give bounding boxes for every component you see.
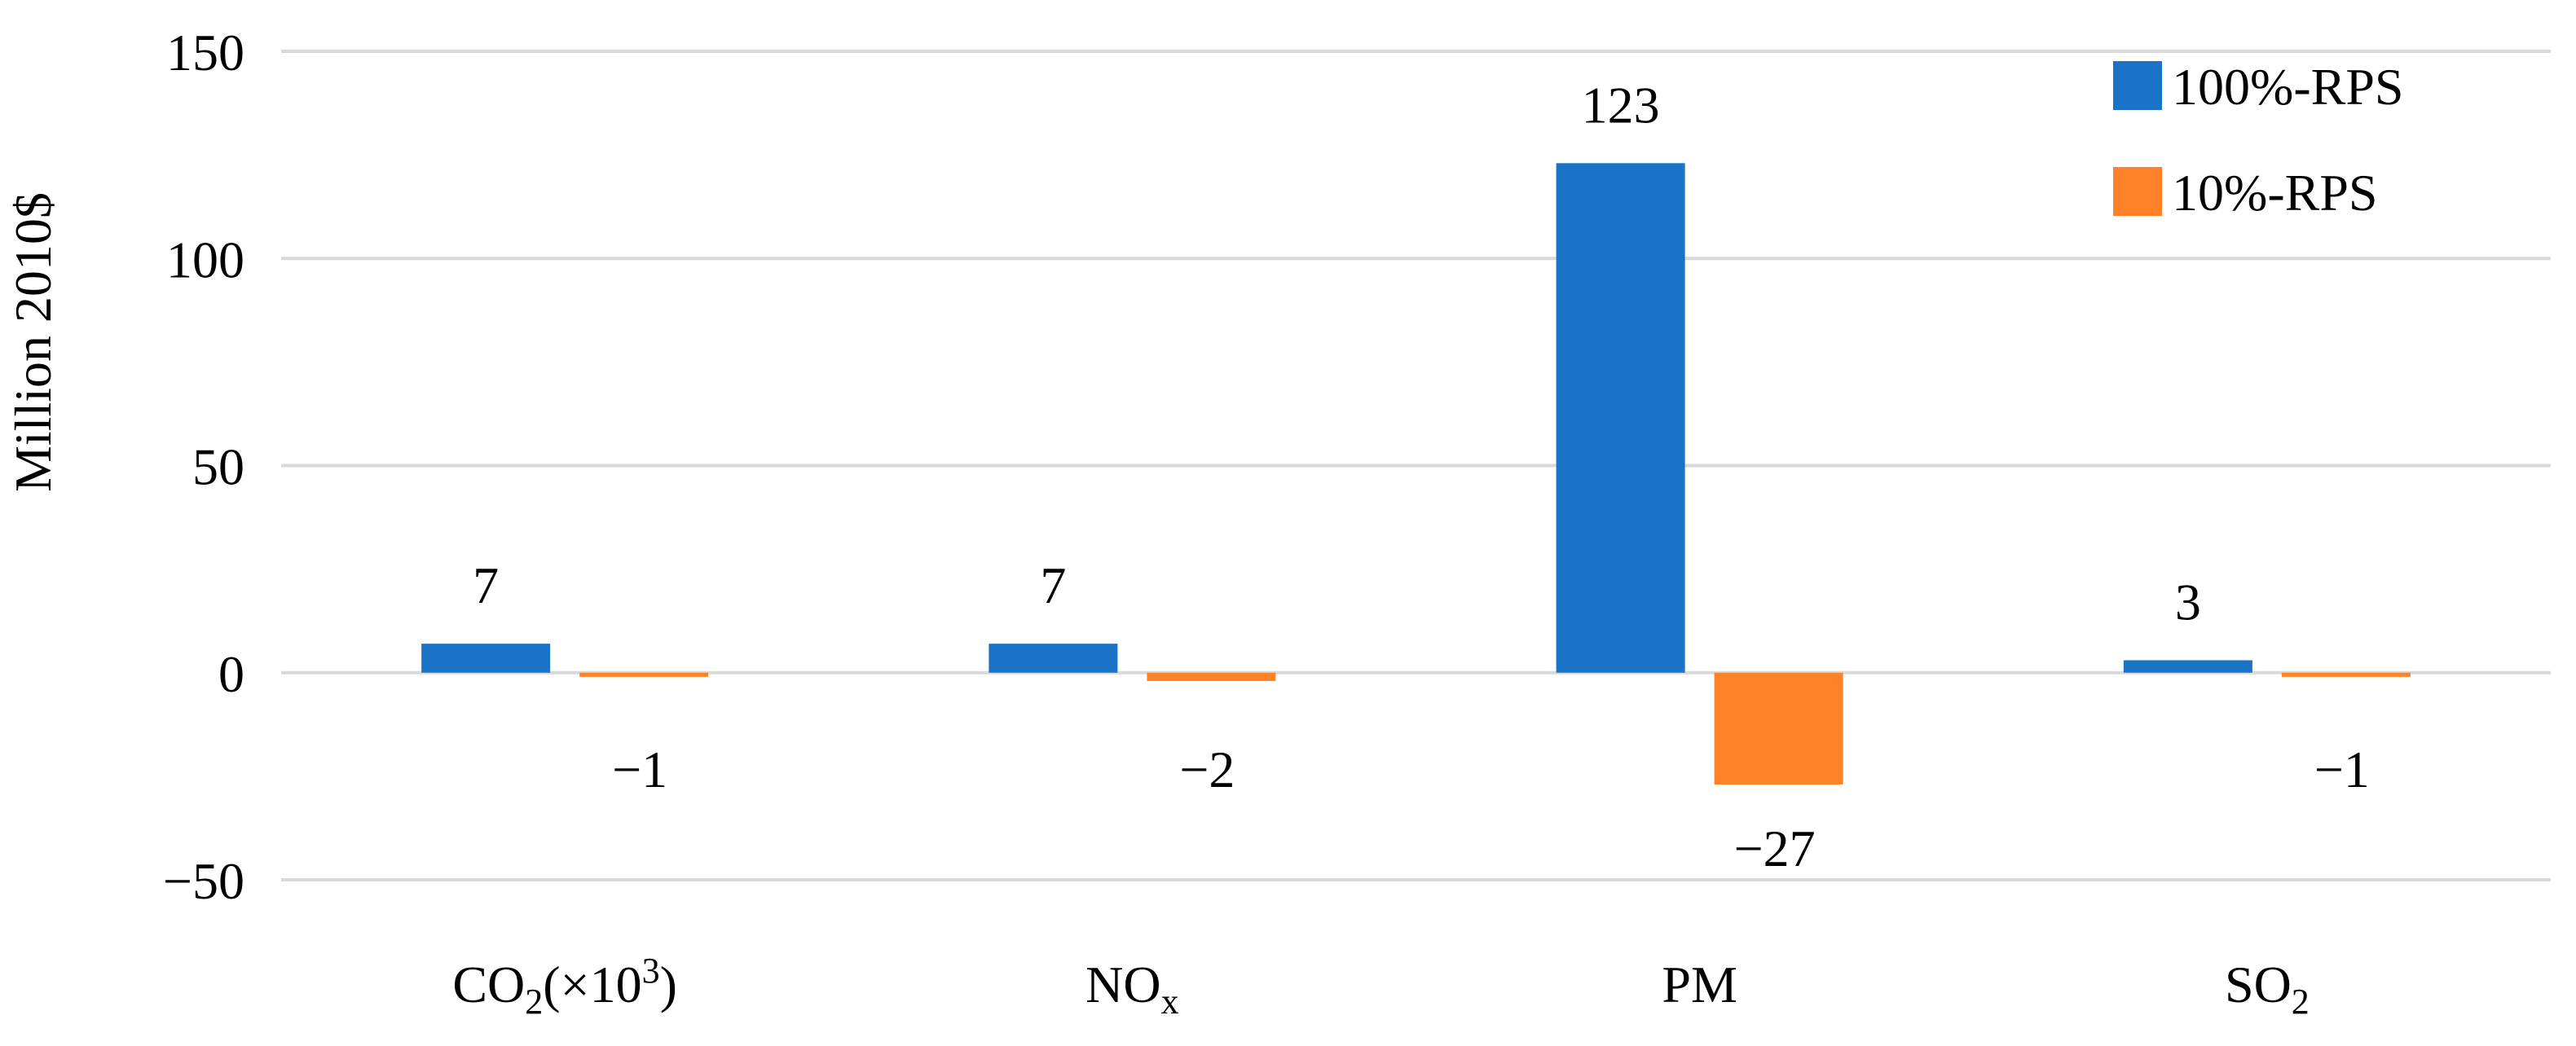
legend-label: 10%-RPS bbox=[2172, 164, 2378, 222]
x-category-label-part: x bbox=[1161, 982, 1179, 1022]
bar-rps10 bbox=[1714, 672, 1843, 785]
data-label: 123 bbox=[1582, 76, 1660, 134]
y-tick-label: 0 bbox=[218, 645, 244, 703]
data-label: 7 bbox=[473, 556, 499, 614]
x-category-label-part: CO bbox=[452, 956, 525, 1013]
y-tick-label: 50 bbox=[192, 438, 244, 496]
bar-rps100 bbox=[421, 644, 551, 673]
bar-rps10 bbox=[2281, 672, 2411, 677]
data-labels: 7 −1 7 −2 123 −27 3 −1 bbox=[473, 76, 2370, 877]
bar-rps10 bbox=[579, 672, 709, 677]
x-category-label-part: SO bbox=[2225, 956, 2292, 1013]
x-category-label: NOx bbox=[1085, 956, 1178, 1022]
data-label: −27 bbox=[1734, 820, 1816, 877]
x-category-label-part: ) bbox=[660, 956, 677, 1013]
data-label: 3 bbox=[2175, 573, 2201, 631]
data-label: −2 bbox=[1179, 741, 1235, 798]
legend-swatch bbox=[2113, 167, 2162, 216]
x-category-label-part: NO bbox=[1085, 956, 1160, 1013]
bar-rps10 bbox=[1147, 672, 1276, 681]
y-axis-label: Million 2010$ bbox=[4, 192, 62, 492]
data-label: −1 bbox=[612, 741, 667, 798]
legend: 100%-RPS 10%-RPS bbox=[2113, 58, 2404, 222]
x-category-label-part: 2 bbox=[525, 982, 543, 1022]
x-category-label: SO2 bbox=[2225, 956, 2310, 1022]
x-category-label-part: PM bbox=[1662, 956, 1737, 1013]
x-category-label-part: 2 bbox=[2292, 982, 2310, 1022]
x-category-label: PM bbox=[1662, 956, 1737, 1013]
legend-swatch bbox=[2113, 61, 2162, 110]
x-category-label-part: (×10 bbox=[543, 956, 641, 1013]
y-tick-label: −50 bbox=[163, 852, 244, 910]
bar-rps100 bbox=[989, 644, 1118, 673]
x-axis-categories: CO2(×103) NOx PM SO2 bbox=[452, 951, 2309, 1022]
bar-rps100 bbox=[1556, 163, 1685, 673]
bars bbox=[421, 163, 2411, 785]
data-label: −1 bbox=[2314, 741, 2370, 798]
x-category-label-part: 3 bbox=[642, 951, 660, 991]
bar-rps100 bbox=[2123, 660, 2252, 673]
legend-label: 100%-RPS bbox=[2172, 58, 2404, 116]
data-label: 7 bbox=[1040, 556, 1066, 614]
x-category-label: CO2(×103) bbox=[452, 951, 677, 1022]
y-tick-label: 100 bbox=[166, 231, 244, 288]
y-axis-ticks: 150 100 50 0 −50 bbox=[163, 24, 244, 910]
y-tick-label: 150 bbox=[166, 24, 244, 81]
